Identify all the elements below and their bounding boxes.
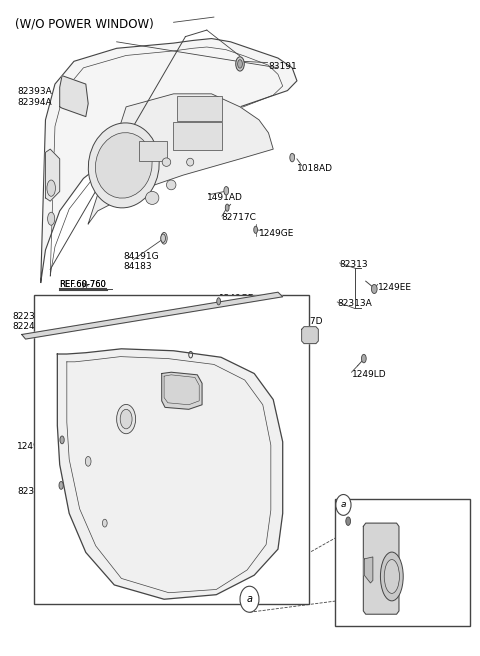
- Ellipse shape: [187, 158, 194, 166]
- Ellipse shape: [381, 552, 403, 601]
- Ellipse shape: [161, 232, 167, 244]
- Polygon shape: [46, 149, 60, 201]
- FancyBboxPatch shape: [34, 295, 309, 604]
- Ellipse shape: [88, 123, 159, 208]
- Ellipse shape: [290, 154, 295, 162]
- Text: 84191G
84183: 84191G 84183: [124, 252, 159, 272]
- FancyBboxPatch shape: [178, 96, 222, 121]
- Polygon shape: [364, 557, 373, 583]
- FancyBboxPatch shape: [335, 499, 470, 626]
- Text: 8230A
8230E: 8230A 8230E: [179, 298, 207, 318]
- Ellipse shape: [161, 234, 166, 243]
- Polygon shape: [57, 349, 283, 599]
- Polygon shape: [22, 292, 283, 339]
- Text: 1249GE: 1249GE: [219, 294, 254, 302]
- Ellipse shape: [47, 180, 56, 196]
- Text: 93530: 93530: [383, 558, 411, 567]
- Text: REF.60-760: REF.60-760: [59, 280, 106, 289]
- Text: 83191: 83191: [268, 62, 297, 71]
- Text: REF.60-760: REF.60-760: [59, 280, 106, 289]
- Text: 1249LB: 1249LB: [17, 442, 51, 451]
- Ellipse shape: [60, 436, 64, 443]
- Text: 82313A: 82313A: [337, 298, 372, 308]
- Text: 82315B: 82315B: [17, 487, 52, 497]
- Ellipse shape: [384, 560, 399, 594]
- Ellipse shape: [361, 354, 366, 363]
- Text: 1018AD: 1018AD: [297, 164, 333, 173]
- Ellipse shape: [59, 482, 63, 489]
- Circle shape: [240, 586, 259, 612]
- Ellipse shape: [102, 520, 107, 527]
- Ellipse shape: [224, 186, 228, 195]
- Text: 1249LD: 1249LD: [351, 371, 386, 379]
- FancyBboxPatch shape: [139, 140, 168, 161]
- Ellipse shape: [346, 517, 350, 525]
- Ellipse shape: [236, 57, 244, 71]
- Text: 82717C: 82717C: [221, 213, 256, 222]
- Text: 82734A: 82734A: [120, 355, 155, 363]
- Text: 1249GE: 1249GE: [259, 229, 294, 238]
- Text: 82393A
82394A: 82393A 82394A: [17, 87, 52, 107]
- Polygon shape: [41, 39, 297, 283]
- Ellipse shape: [145, 192, 159, 205]
- FancyBboxPatch shape: [173, 122, 222, 150]
- Text: 82710B
82720B: 82710B 82720B: [112, 378, 147, 398]
- Polygon shape: [301, 327, 318, 344]
- Text: 82317D: 82317D: [288, 317, 323, 326]
- Ellipse shape: [48, 213, 55, 225]
- Ellipse shape: [225, 204, 229, 211]
- Polygon shape: [60, 75, 88, 117]
- Ellipse shape: [167, 180, 176, 190]
- Polygon shape: [88, 94, 273, 224]
- Ellipse shape: [372, 285, 377, 293]
- Text: a: a: [247, 594, 252, 604]
- Ellipse shape: [120, 409, 132, 429]
- Text: a: a: [341, 501, 346, 510]
- Circle shape: [336, 495, 351, 516]
- Text: 82313: 82313: [340, 260, 368, 269]
- Ellipse shape: [217, 298, 220, 305]
- Text: (W/O POWER WINDOW): (W/O POWER WINDOW): [14, 17, 154, 30]
- Ellipse shape: [96, 133, 152, 198]
- Ellipse shape: [85, 457, 91, 466]
- Ellipse shape: [254, 226, 258, 234]
- Ellipse shape: [117, 405, 136, 434]
- Text: 1249EE: 1249EE: [378, 283, 411, 291]
- Polygon shape: [363, 523, 399, 614]
- Ellipse shape: [238, 60, 242, 68]
- Polygon shape: [162, 372, 202, 409]
- Ellipse shape: [162, 158, 171, 167]
- Text: 82231
82241: 82231 82241: [12, 312, 41, 331]
- Text: 1243AE: 1243AE: [354, 596, 388, 604]
- Text: 1491AD: 1491AD: [207, 194, 243, 203]
